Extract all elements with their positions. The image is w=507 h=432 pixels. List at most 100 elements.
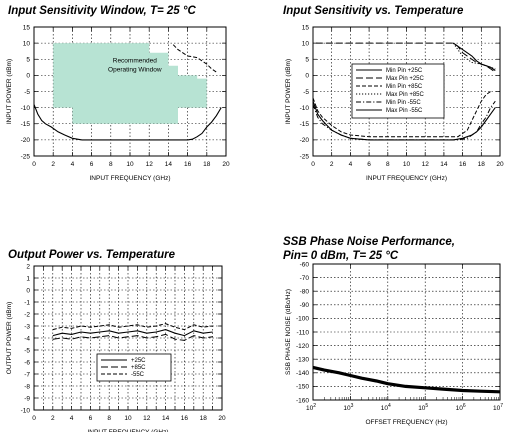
series-line-2 — [52, 323, 213, 331]
chart-c4: SSB Phase Noise Performance, Pin= 0 dBm, … — [283, 236, 503, 426]
y-tick-label: 1 — [26, 275, 30, 282]
x-tick-label: 12 — [422, 161, 430, 168]
legend-box — [351, 63, 445, 119]
y-tick-label: -7 — [24, 371, 30, 378]
series-line-0 — [312, 101, 496, 141]
y-tick-label: -15 — [300, 121, 310, 128]
chart-title: SSB Phase Noise Performance, — [283, 236, 455, 248]
y-tick-label: -25 — [300, 153, 310, 160]
y-tick-label: -9 — [24, 395, 30, 402]
x-tick-label: 6 — [90, 161, 94, 168]
series-line-0 — [33, 104, 222, 141]
legend-entry: +85C — [131, 365, 146, 371]
y-tick-label: -5 — [24, 89, 30, 96]
x-tick-label: 16 — [184, 161, 192, 168]
chart-title: Input Sensitivity Window, T= 25 °C — [8, 5, 196, 17]
x-tick-label: 2 — [51, 161, 55, 168]
x-tick-label: 4 — [349, 161, 353, 168]
y-tick-label: -160 — [296, 397, 309, 404]
y-tick-label: 15 — [302, 24, 310, 31]
legend-entry: Max Pin -55C — [386, 108, 423, 114]
x-tick-label: 103 — [343, 403, 353, 412]
x-tick-label: 0 — [311, 161, 315, 168]
x-tick-label: 105 — [418, 403, 428, 412]
x-tick-label: 10 — [124, 415, 132, 422]
x-tick-label: 20 — [218, 415, 226, 422]
x-tick-label: 14 — [440, 161, 448, 168]
y-tick-label: -60 — [300, 261, 310, 268]
x-tick-label: 16 — [181, 415, 189, 422]
y-tick-label: -110 — [296, 329, 309, 336]
y-tick-label: -70 — [300, 275, 310, 282]
y-axis-label: OUTPUT POWER (dBm) — [6, 302, 13, 374]
y-tick-label: -20 — [21, 137, 31, 144]
y-tick-label: -10 — [21, 407, 31, 414]
x-tick-label: 8 — [107, 415, 111, 422]
legend-entry: -55C — [131, 372, 145, 378]
operating-window-region — [53, 43, 207, 124]
chart-c1: Input Sensitivity Window, T= 25 °C Recomm… — [6, 5, 230, 182]
operating-window-label: Operating Window — [108, 66, 162, 73]
series-line-5 — [452, 42, 496, 71]
y-tick-label: 10 — [302, 40, 310, 47]
series-line-0 — [52, 329, 213, 337]
x-tick-label: 102 — [306, 403, 316, 412]
y-tick-label: -90 — [300, 302, 310, 309]
x-tick-label: 2 — [330, 161, 334, 168]
y-tick-label: -150 — [296, 384, 309, 391]
x-tick-label: 14 — [162, 415, 170, 422]
y-axis-label: INPUT POWER (dBm) — [6, 59, 13, 124]
y-tick-label: 15 — [23, 24, 31, 31]
y-tick-label: -4 — [24, 335, 30, 342]
x-tick-label: 14 — [165, 161, 173, 168]
x-tick-label: 107 — [493, 403, 503, 412]
y-axis-label: SSB PHASE NOISE (dBc/Hz) — [285, 289, 292, 375]
chart-title: Input Sensitivity vs. Temperature — [283, 5, 464, 17]
x-tick-label: 8 — [109, 161, 113, 168]
x-axis-label: INPUT FREQUENCY (GHz) — [366, 175, 447, 182]
x-tick-label: 12 — [146, 161, 154, 168]
x-tick-label: 20 — [496, 161, 504, 168]
x-tick-label: 104 — [381, 403, 391, 412]
y-tick-label: -1 — [24, 299, 30, 306]
x-tick-label: 18 — [203, 161, 211, 168]
series-line-3 — [452, 42, 496, 70]
x-tick-label: 6 — [367, 161, 371, 168]
series-line-4 — [312, 100, 496, 141]
legend-box — [96, 353, 172, 382]
x-tick-label: 6 — [89, 415, 93, 422]
y-axis-label: INPUT POWER (dBm) — [285, 59, 292, 124]
y-tick-label: 10 — [23, 40, 31, 47]
x-tick-label: 4 — [71, 161, 75, 168]
operating-window-label: Recommended — [113, 57, 157, 64]
legend-entry: +25C — [131, 358, 146, 364]
y-tick-label: -25 — [21, 153, 31, 160]
y-tick-label: 0 — [305, 73, 309, 80]
y-tick-label: -130 — [296, 357, 309, 364]
x-tick-label: 4 — [70, 415, 74, 422]
chart-title: Pin= 0 dBm, T= 25 °C — [283, 250, 399, 262]
x-tick-label: 8 — [386, 161, 390, 168]
y-tick-label: -3 — [24, 323, 30, 330]
x-axis-label: OFFSET FREQUENCY (Hz) — [365, 419, 447, 426]
legend-entry: Max Pin +85C — [386, 92, 425, 98]
x-tick-label: 0 — [32, 415, 36, 422]
y-tick-label: -10 — [300, 105, 310, 112]
chart-c2: Input Sensitivity vs. Temperature 0 2 4 6 8 10… — [283, 5, 504, 182]
series-line-2 — [312, 91, 491, 138]
y-tick-label: 2 — [26, 263, 30, 270]
legend-entry: Min Pin -55C — [386, 100, 421, 106]
x-tick-label: 16 — [459, 161, 467, 168]
chart-title: Output Power vs. Temperature — [8, 249, 176, 261]
series-line-0 — [312, 365, 501, 394]
y-tick-label: 0 — [26, 73, 30, 80]
x-tick-label: 18 — [200, 415, 208, 422]
y-tick-label: -100 — [296, 316, 309, 323]
y-tick-label: -6 — [24, 359, 30, 366]
y-tick-label: -20 — [300, 137, 310, 144]
x-axis-label: INPUT FREQUENCY (GHz) — [89, 175, 170, 182]
x-axis-label: INPUT FREQUENCY (GHz) — [87, 429, 168, 432]
y-tick-label: -2 — [24, 311, 30, 318]
x-tick-label: 20 — [222, 161, 230, 168]
